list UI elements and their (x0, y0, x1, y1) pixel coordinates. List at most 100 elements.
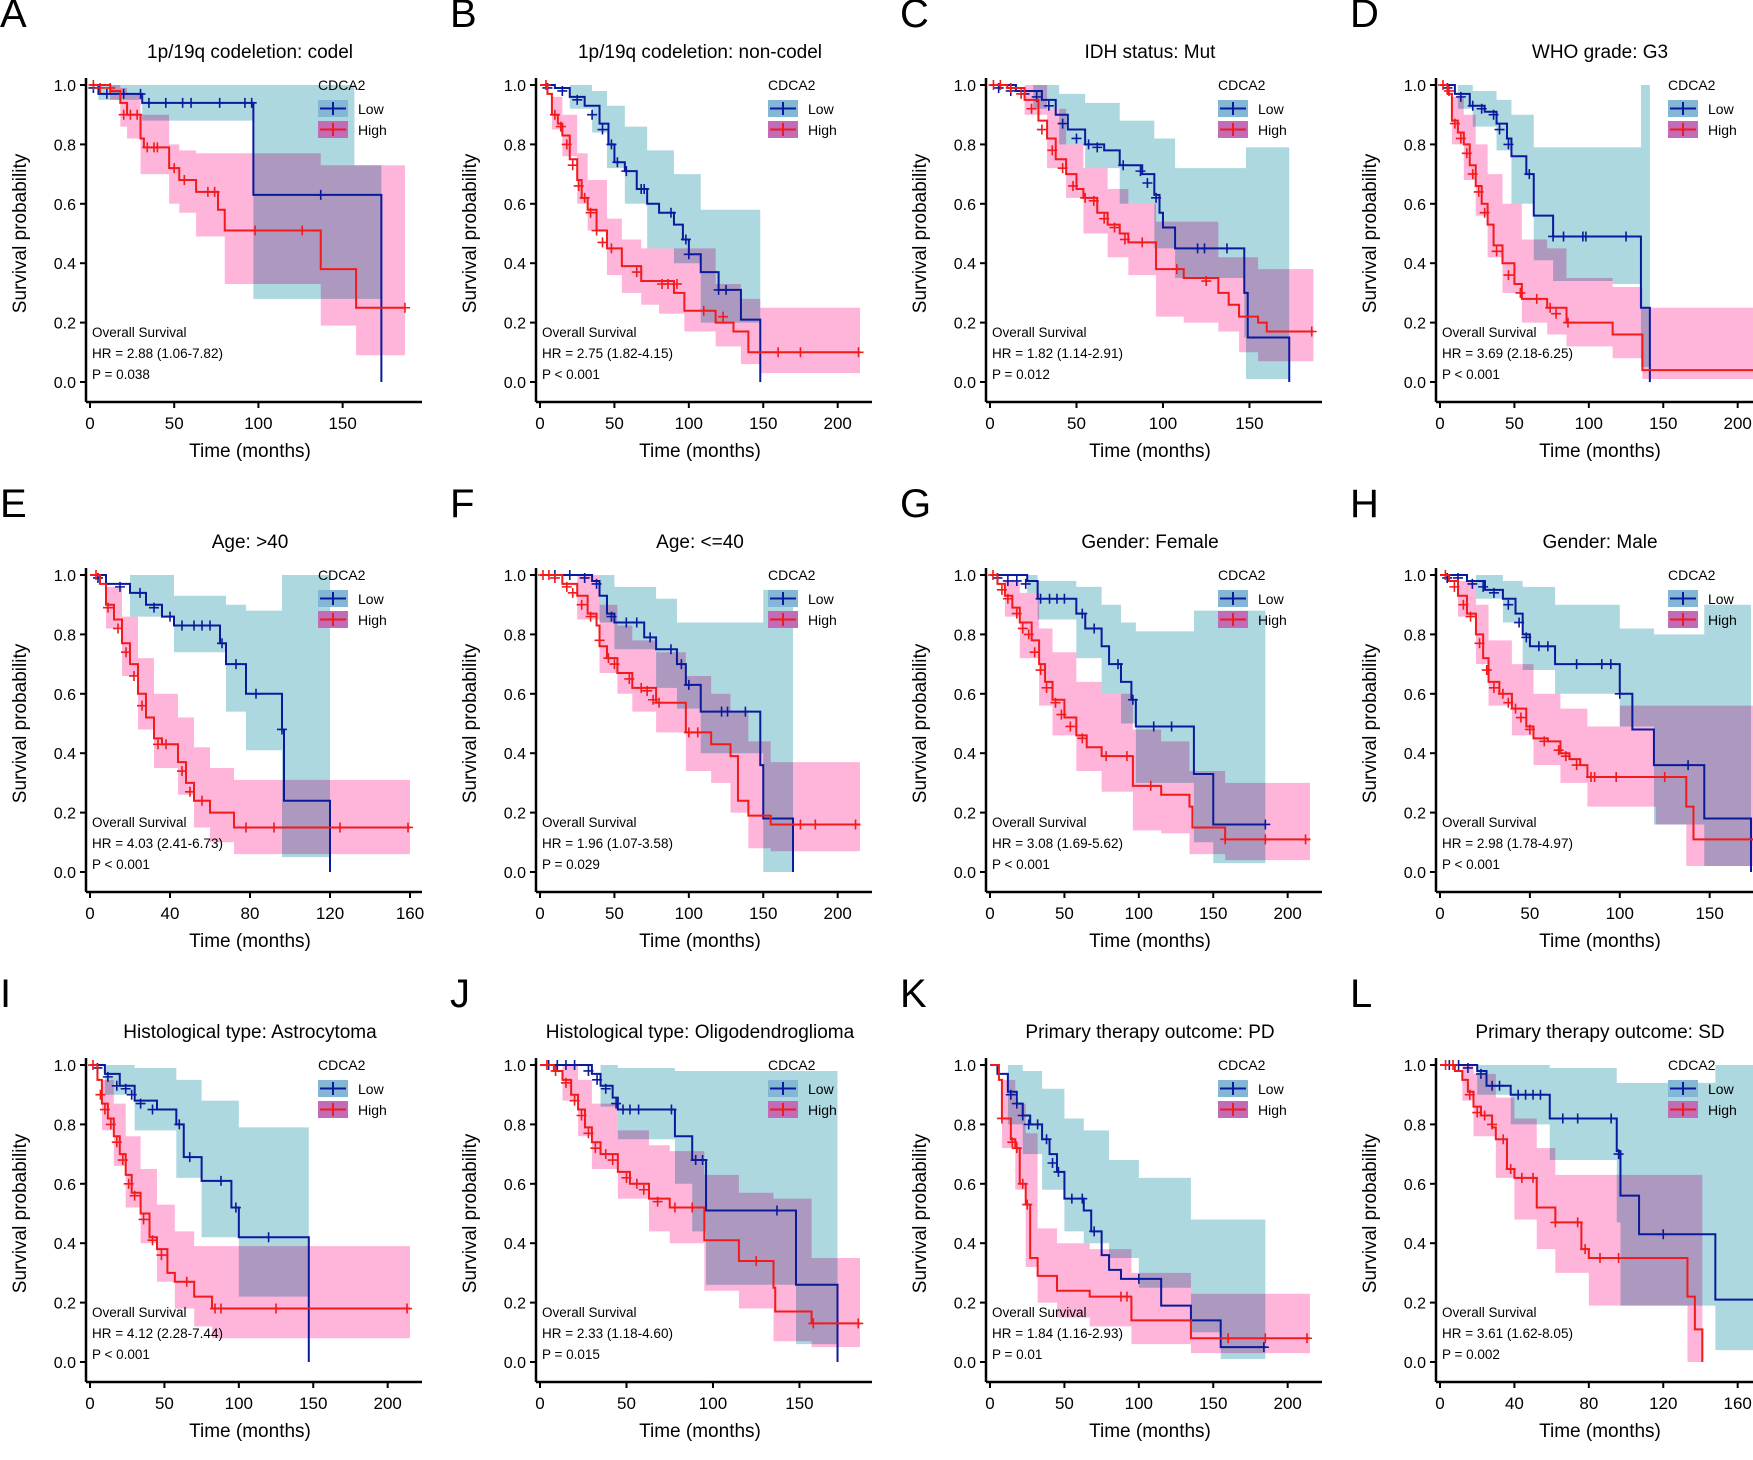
chart-title: Histological type: Oligodendroglioma (546, 1022, 855, 1043)
survival-stats: Overall Survival HR = 3.61 (1.62-8.05) P =… (1442, 1305, 1573, 1362)
censor-mark-low (111, 1080, 122, 1091)
km-curve-low (1440, 574, 1753, 872)
km-plot: Primary therapy outcome: PD 0.0 0.2 0.4 0.6 0… (910, 1022, 1322, 1442)
x-tick-label: 150 (328, 414, 356, 433)
censor-mark-high (181, 1276, 192, 1287)
x-tick-label: 0 (85, 904, 94, 923)
censor-mark-high (1065, 721, 1076, 732)
censor-mark-high (1448, 1060, 1459, 1070)
y-axis-label: Survival probability (910, 643, 931, 803)
y-axis-label: Survival probability (910, 1133, 931, 1293)
censor-mark-high (1560, 751, 1571, 762)
legend-line-icon (1220, 1103, 1246, 1116)
y-tick-label: 0.8 (954, 627, 976, 644)
legend-label: Low (808, 591, 835, 607)
censor-mark-low (587, 109, 598, 120)
censor-mark-low (1133, 1273, 1144, 1284)
y-tick-label: 1.0 (54, 78, 76, 95)
censor-mark-low (697, 1155, 708, 1166)
y-tick-label: 1.0 (54, 1058, 76, 1075)
y-axis-label: Survival probability (1360, 1133, 1381, 1293)
x-tick-label: 100 (1125, 1394, 1153, 1413)
censor-mark-high (579, 192, 590, 203)
censor-mark-high (1300, 834, 1311, 845)
x-tick-label: 100 (225, 1394, 253, 1413)
y-tick-label: 0.8 (1404, 627, 1426, 644)
censor-mark-high (132, 109, 143, 120)
ci-bands (540, 85, 860, 382)
censor-mark-high (1137, 237, 1148, 248)
legend-label: Low (808, 101, 835, 117)
y-tick-label: 0.4 (954, 256, 976, 273)
censor-mark-low (1032, 1119, 1043, 1130)
x-tick-label: 50 (605, 414, 624, 433)
legend-line-icon (770, 1103, 796, 1116)
censor-mark-low (1683, 760, 1694, 771)
y-tick-label: 0.0 (54, 865, 76, 882)
legend-label: Low (1258, 101, 1285, 117)
y-axis-label: Survival probability (10, 153, 31, 313)
legend-line-icon (1670, 613, 1696, 626)
stats-title: Overall Survival (992, 1305, 1087, 1320)
ci-bands (990, 85, 1314, 380)
chart-title: IDH status: Mut (1085, 42, 1217, 63)
censor-mark-high (636, 682, 647, 693)
censor-mark-high (621, 1172, 632, 1183)
panel-letter: E (0, 482, 27, 526)
censor-mark-low (1066, 1193, 1077, 1204)
censor-mark-high (1201, 276, 1212, 287)
legend: CDCA2 Low High (768, 1057, 837, 1118)
y-tick-label: 0.6 (954, 1177, 976, 1194)
censor-mark-high (123, 1178, 134, 1189)
censor-mark-high (1524, 724, 1535, 735)
km-curve-high (90, 574, 410, 829)
censor-mark-low (1548, 231, 1559, 242)
censor-mark-high (117, 1155, 128, 1166)
censor-mark-high (1749, 838, 1753, 841)
legend-line-icon (1670, 102, 1696, 115)
censor-mark-low (1127, 694, 1138, 705)
x-tick-label: 160 (1723, 1394, 1751, 1413)
censor-mark-low (1596, 659, 1607, 670)
censor-mark-high (1302, 1333, 1313, 1344)
censor-mark-low (186, 97, 197, 108)
censor-mark-high (1050, 697, 1061, 708)
censor-mark-high (1571, 760, 1582, 771)
ci-band-high (990, 85, 1314, 362)
panel-letter: K (900, 972, 927, 1016)
km-plot: Gender: Female 0.0 0.2 0.4 0.6 0.8 1.0 0 50 100 15… (910, 532, 1322, 952)
km-curve-low (990, 574, 1266, 826)
ci-band-high (90, 575, 410, 855)
y-tick-label: 0.2 (504, 316, 526, 333)
censor-mark-high (631, 1178, 642, 1189)
ci-band-high (540, 575, 860, 852)
censor-mark-high (1440, 570, 1451, 580)
x-tick-label: 0 (1435, 414, 1444, 433)
legend: CDCA2 Low High (1218, 1057, 1287, 1118)
censor-mark-low (1467, 578, 1478, 589)
censor-mark-high (573, 180, 584, 191)
censor-mark-high (1223, 1333, 1234, 1344)
censor-mark-low (1260, 819, 1271, 830)
km-curve-low (540, 574, 795, 872)
censor-mark-high (642, 685, 653, 696)
censor-mark-high (1007, 1137, 1018, 1148)
censor-mark-low (721, 284, 732, 295)
censor-mark-high (576, 1110, 587, 1121)
censor-mark-low (230, 1202, 241, 1213)
stats-title: Overall Survival (992, 815, 1087, 830)
chart-title: WHO grade: G3 (1532, 42, 1668, 63)
censor-mark-high (540, 80, 551, 90)
censor-mark-high (99, 1104, 110, 1115)
hazard-ratio: HR = 1.84 (1.16-2.93) (992, 1326, 1123, 1341)
y-tick-label: 0.8 (1404, 1117, 1426, 1134)
censor-mark-high (1563, 317, 1573, 328)
legend: CDCA2 Low High (768, 567, 837, 628)
p-value: P = 0.015 (542, 1347, 600, 1362)
legend: CDCA2 Low High (1218, 567, 1287, 628)
ci-bands (1440, 575, 1753, 867)
censor-mark-high (1068, 180, 1079, 191)
panel-letter: H (1350, 482, 1379, 526)
censor-mark-high (853, 1318, 864, 1329)
